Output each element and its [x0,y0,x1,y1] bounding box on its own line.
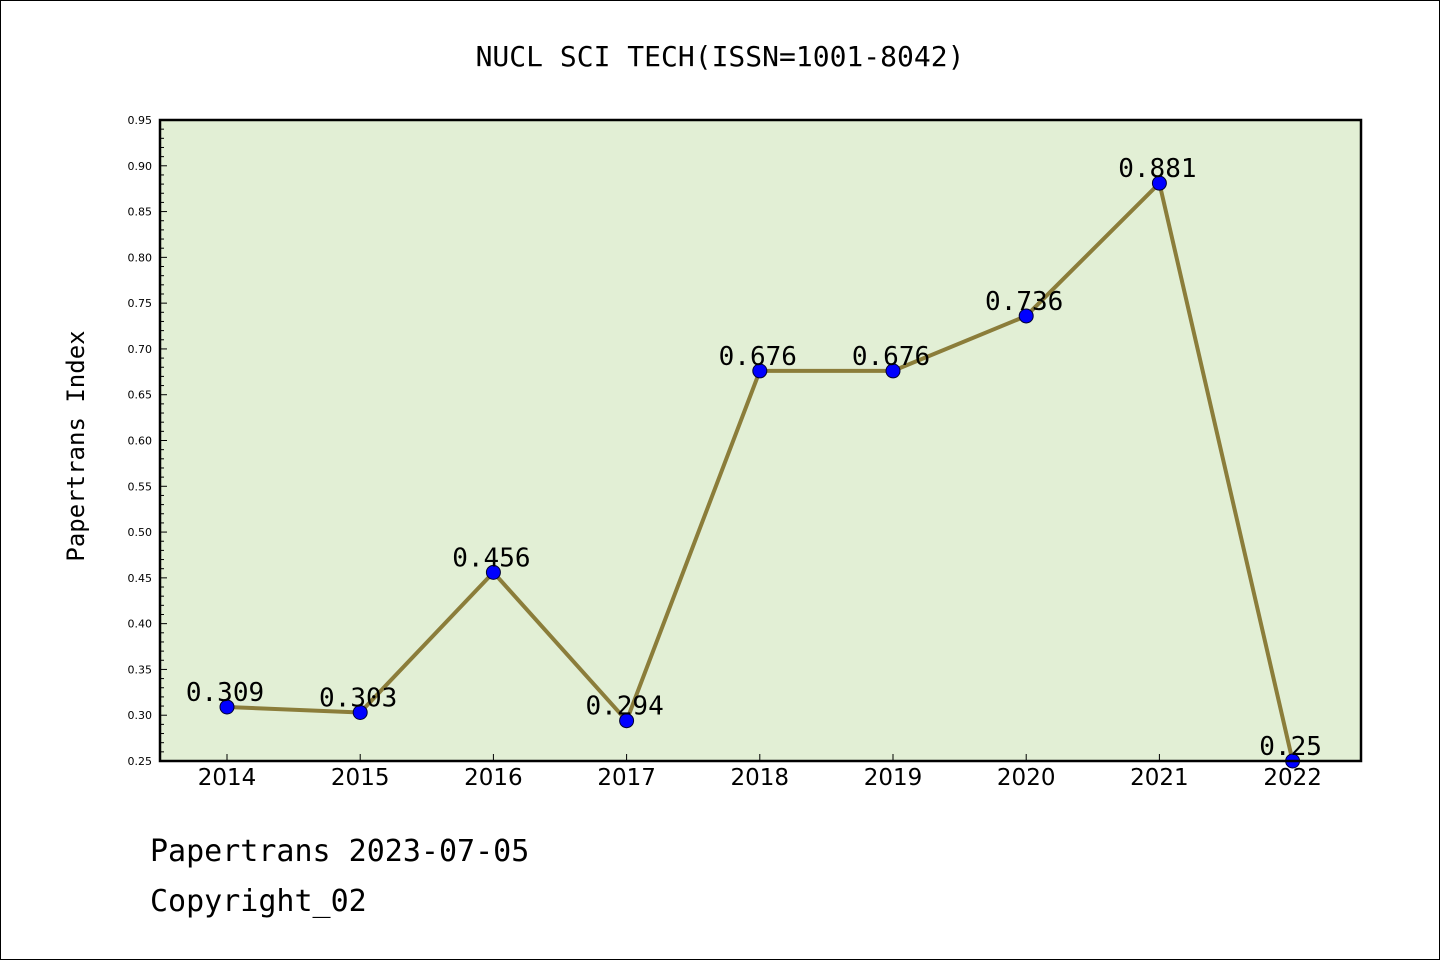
y-axis-label: Papertrans Index [62,330,90,561]
data-label: 0.294 [585,692,663,722]
data-point [619,713,635,729]
x-tick-label: 2022 [1263,765,1322,791]
y-tick-label: 0.90 [128,160,153,173]
plot-border [158,118,1363,763]
data-label: 0.676 [719,342,797,372]
y-tick-label: 0.55 [128,480,153,493]
data-point [1151,175,1167,191]
data-point [352,704,368,720]
y-tick-label: 0.25 [128,755,153,768]
x-tick-label: 2014 [198,765,257,791]
data-label: 0.736 [985,287,1063,317]
data-point [885,363,901,379]
x-axis: 2014 2015 2016 2017 2018 2019 2020 2021 2022 [198,754,1322,791]
chart-title: NUCL SCI TECH(ISSN=1001-8042) [476,40,965,73]
y-tick-label: 0.40 [128,618,153,631]
data-point [485,564,501,580]
footer-copyright-text: Copyright_02 [150,884,367,919]
x-tick-label: 2016 [464,765,523,791]
data-label: 0.676 [852,342,930,372]
data-label: 0.303 [319,683,397,713]
y-tick-label: 0.65 [128,389,153,402]
series: 0.309 0.303 0.456 0.294 0.676 0.676 0.736 0.881… [186,154,1322,769]
y-tick-label: 0.30 [128,709,153,722]
data-point [752,363,768,379]
x-tick-label: 2018 [731,765,790,791]
plot-area [160,120,1361,761]
footer-date-text: Papertrans 2023-07-05 [150,834,530,869]
y-tick-label: 0.85 [128,206,153,219]
data-label: 0.309 [186,678,264,708]
x-tick-label: 2020 [997,765,1056,791]
y-tick-label: 0.60 [128,435,153,448]
y-axis: 0.25 0.30 0.35 0.40 0.45 0.50 0.55 0.60 0.65 0.70… [128,114,167,768]
x-tick-label: 2015 [331,765,390,791]
y-tick-label: 0.70 [128,343,153,356]
y-tick-label: 0.75 [128,297,153,310]
data-label: 0.881 [1118,154,1196,184]
data-label: 0.456 [452,543,530,573]
y-tick-label: 0.45 [128,572,153,585]
data-point [1018,308,1034,324]
data-label: 0.25 [1259,732,1322,762]
y-tick-label: 0.50 [128,526,153,539]
x-tick-label: 2017 [597,765,656,791]
data-point [219,699,235,715]
x-tick-label: 2019 [864,765,923,791]
y-tick-label: 0.35 [128,663,153,676]
x-tick-label: 2021 [1130,765,1189,791]
y-tick-label: 0.80 [128,251,153,264]
y-tick-label: 0.95 [128,114,153,127]
